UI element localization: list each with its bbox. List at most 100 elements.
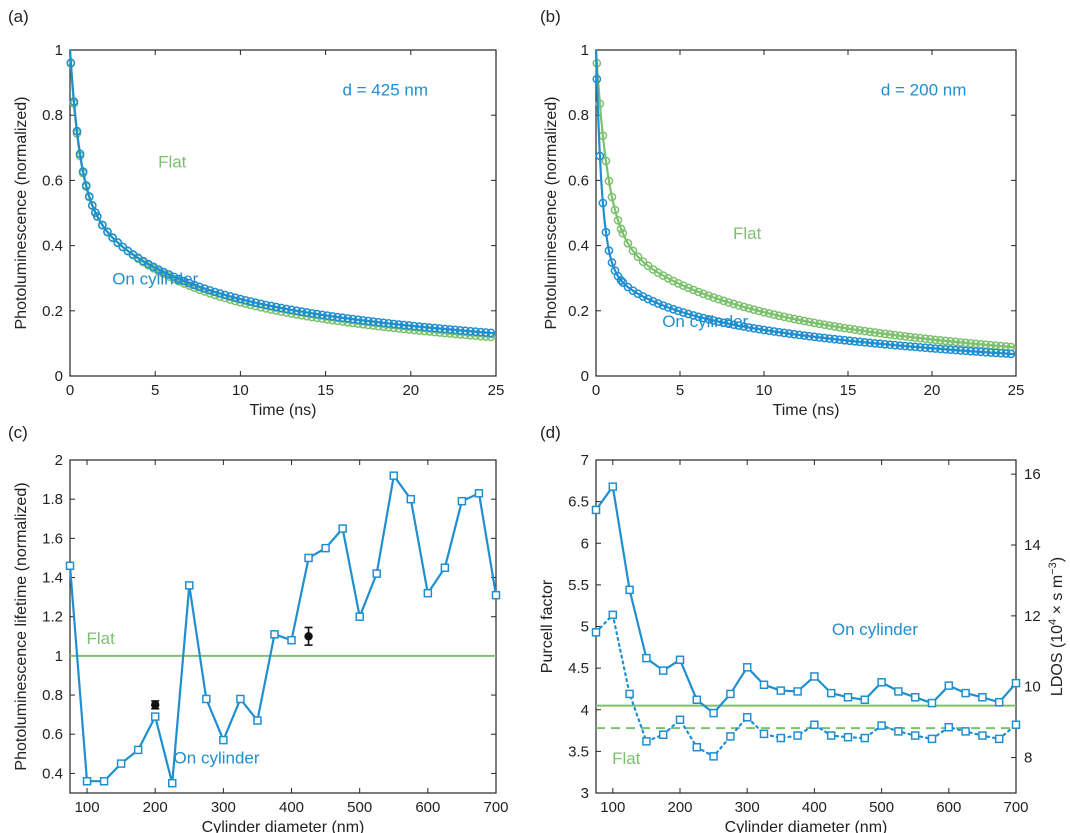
annotation-on-cylinder: On cylinder — [174, 749, 260, 768]
y-tick-label: 0.6 — [568, 172, 589, 189]
data-point — [810, 720, 819, 729]
data-point — [608, 482, 618, 491]
data-point — [679, 308, 688, 317]
x-tick-label: 700 — [483, 799, 508, 816]
data-point — [900, 341, 910, 351]
data-point — [322, 311, 332, 320]
data-point — [749, 305, 759, 314]
data-point — [404, 321, 414, 330]
data-point — [820, 333, 829, 343]
data-point — [1006, 349, 1016, 359]
data-point — [946, 337, 955, 346]
data-point — [169, 272, 179, 282]
data-point — [826, 688, 836, 698]
data-point — [709, 293, 718, 302]
data-point — [108, 233, 117, 243]
data-point — [815, 319, 824, 329]
data-point — [406, 494, 416, 504]
data-point — [845, 336, 855, 346]
data-point — [304, 553, 313, 563]
x-tick-label: 300 — [211, 799, 236, 816]
data-point — [910, 731, 920, 740]
data-point — [374, 317, 383, 327]
data-point — [920, 334, 930, 344]
data-point — [648, 296, 658, 306]
data-point — [604, 176, 614, 186]
data-point — [358, 316, 368, 325]
data-point — [384, 319, 393, 328]
data-point — [820, 320, 829, 330]
data-point — [642, 653, 651, 663]
x-tick-label: 600 — [415, 799, 440, 816]
data-point — [877, 678, 886, 687]
data-point — [190, 280, 199, 290]
data-point — [769, 310, 779, 319]
y2-axis-label-part: × s m — [1049, 575, 1066, 619]
data-point — [675, 655, 685, 665]
data-point — [642, 737, 651, 746]
y-tick-label: 6 — [581, 535, 589, 552]
x-tick-label: 10 — [756, 382, 773, 399]
annotation-flat: Flat — [158, 152, 187, 171]
y2-tick-label: 16 — [1024, 466, 1041, 483]
data-point — [616, 224, 626, 234]
data-point — [287, 305, 296, 315]
y-axis-label: Photoluminescence (normalized) — [543, 97, 560, 330]
data-point — [389, 319, 399, 329]
data-point — [724, 298, 734, 307]
data-point — [658, 301, 668, 310]
y-tick-label: 5.5 — [568, 577, 589, 594]
data-point — [270, 630, 279, 639]
x-axis-label: Time (ns) — [250, 402, 317, 419]
data-point — [200, 284, 209, 293]
measured-point — [151, 700, 160, 710]
data-point — [840, 323, 849, 333]
data-point — [455, 325, 465, 335]
data-point — [623, 238, 633, 248]
data-point — [845, 324, 855, 334]
data-point — [966, 346, 975, 356]
y2-axis-label-part: −3 — [1047, 562, 1059, 575]
data-point — [276, 303, 286, 313]
data-point — [154, 265, 163, 274]
data-point — [729, 299, 739, 309]
y-tick-label: 0.8 — [42, 687, 63, 704]
x-tick-label: 400 — [802, 799, 827, 816]
data-point — [333, 312, 342, 322]
data-point — [684, 309, 693, 319]
data-point — [638, 292, 648, 301]
annotation-on-cylinder: On cylinder — [832, 620, 918, 639]
data-point — [321, 543, 330, 553]
data-point — [1011, 678, 1021, 688]
annotation-d-425-nm: d = 425 nm — [342, 81, 428, 100]
data-point — [372, 569, 381, 578]
annotation-on-cylinder: On cylinder — [112, 270, 198, 289]
data-point — [430, 323, 440, 333]
data-point — [653, 299, 663, 308]
data-point — [1001, 349, 1011, 358]
marker-group-flat — [592, 58, 1016, 352]
data-point — [776, 686, 786, 695]
data-point — [601, 227, 611, 237]
data-point — [915, 342, 925, 352]
x-tick-label: 20 — [924, 382, 941, 399]
data-point — [860, 733, 870, 743]
data-point — [734, 301, 744, 310]
x-tick-label: 0 — [592, 382, 600, 399]
data-point — [920, 343, 930, 353]
y2-axis-label-part: ) — [1049, 557, 1066, 562]
data-point — [116, 759, 126, 768]
data-point — [776, 733, 786, 743]
data-point — [825, 334, 834, 343]
data-point — [830, 322, 839, 331]
data-point — [850, 325, 860, 334]
data-point — [608, 610, 618, 620]
data-point — [1011, 720, 1021, 729]
data-point — [628, 246, 638, 256]
data-point — [769, 327, 779, 336]
data-point — [714, 294, 723, 304]
annotation-on-cylinder: On cylinder — [662, 312, 748, 331]
data-point — [663, 274, 673, 283]
data-point — [810, 318, 819, 328]
data-point — [794, 315, 804, 325]
